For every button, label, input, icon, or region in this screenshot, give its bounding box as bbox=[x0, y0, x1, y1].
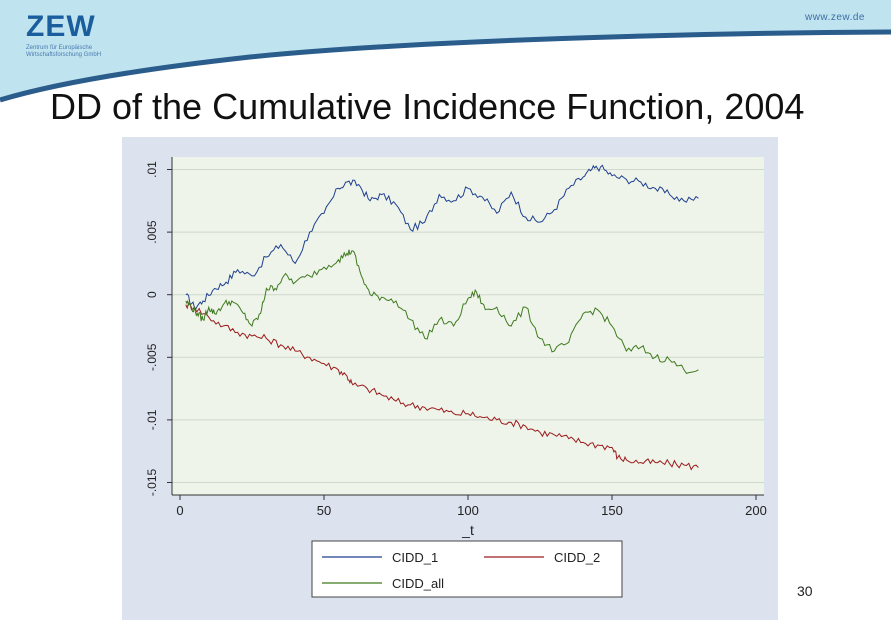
y-tick-label: -.015 bbox=[145, 468, 159, 496]
y-tick-label: .005 bbox=[145, 220, 159, 244]
x-tick-label: 50 bbox=[317, 503, 331, 518]
legend-label: CIDD_2 bbox=[554, 550, 600, 565]
y-tick-label: -.01 bbox=[145, 409, 159, 430]
plot-area bbox=[172, 157, 764, 495]
series-line-cidd-1 bbox=[185, 164, 699, 310]
logo-subtitle: Zentrum für Europäische Wirtschaftsforsc… bbox=[26, 45, 102, 58]
axes: .01 .005 0 -.005 -.01 -.015 0 50 100 150 200 _t bbox=[145, 157, 767, 538]
legend-label: CIDD_1 bbox=[392, 550, 438, 565]
y-tick-label: 0 bbox=[145, 291, 159, 298]
series-line-cidd-2 bbox=[185, 302, 699, 471]
header-banner bbox=[0, 0, 891, 103]
x-tick-label: 0 bbox=[176, 503, 183, 518]
gridlines bbox=[172, 169, 764, 483]
series-line-cidd-all bbox=[185, 249, 699, 374]
chart-legend: CIDD_1 CIDD_2 CIDD_all bbox=[311, 540, 623, 598]
y-tick-label: .01 bbox=[145, 161, 159, 178]
legend-label: CIDD_all bbox=[392, 576, 444, 591]
line-chart: .01 .005 0 -.005 -.01 -.015 0 50 100 150 200 _t CID… bbox=[122, 137, 778, 620]
x-axis-label: _t bbox=[461, 522, 474, 538]
x-tick-label: 200 bbox=[745, 503, 767, 518]
x-tick-label: 100 bbox=[457, 503, 479, 518]
legend-box bbox=[311, 540, 623, 598]
x-tick-label: 150 bbox=[601, 503, 623, 518]
series-layer bbox=[185, 164, 699, 471]
slide-title: DD of the Cumulative Incidence Function,… bbox=[50, 86, 805, 127]
zew-logo: ZEW bbox=[26, 10, 96, 43]
y-tick-label: -.005 bbox=[145, 343, 159, 371]
page-number: 30 bbox=[797, 583, 813, 599]
website-url: www.zew.de bbox=[804, 12, 865, 23]
